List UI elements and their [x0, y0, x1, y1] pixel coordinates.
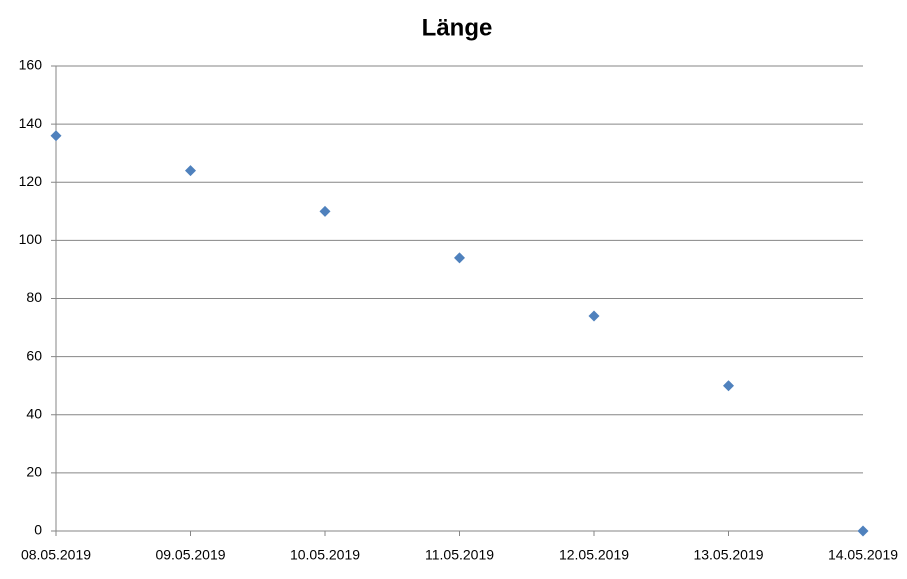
y-tick-label: 20 [26, 464, 42, 480]
y-tick-label: 160 [19, 57, 43, 73]
y-tick-label: 100 [19, 231, 43, 247]
point [588, 310, 600, 322]
point [185, 165, 196, 177]
point [454, 252, 465, 264]
y-tick-label: 140 [19, 115, 43, 131]
y-tick-label: 0 [34, 522, 42, 538]
y-tick-label: 120 [19, 173, 43, 189]
point [50, 130, 62, 142]
x-tick-label: 14.05.2019 [828, 547, 898, 563]
x-tick-label: 12.05.2019 [559, 547, 629, 563]
y-tick-label: 60 [26, 347, 42, 363]
x-tick-label: 09.05.2019 [155, 547, 225, 563]
point [319, 205, 331, 217]
y-tick-label: 40 [26, 405, 42, 421]
x-tick-label: 11.05.2019 [425, 547, 494, 563]
x-tick-label: 08.05.2019 [21, 547, 91, 563]
point [857, 525, 869, 537]
x-tick-label: 10.05.2019 [290, 547, 360, 563]
point [723, 380, 734, 392]
y-tick-label: 80 [26, 289, 42, 305]
x-tick-label: 13.05.2019 [693, 547, 763, 563]
chart-title: Länge [422, 14, 493, 41]
